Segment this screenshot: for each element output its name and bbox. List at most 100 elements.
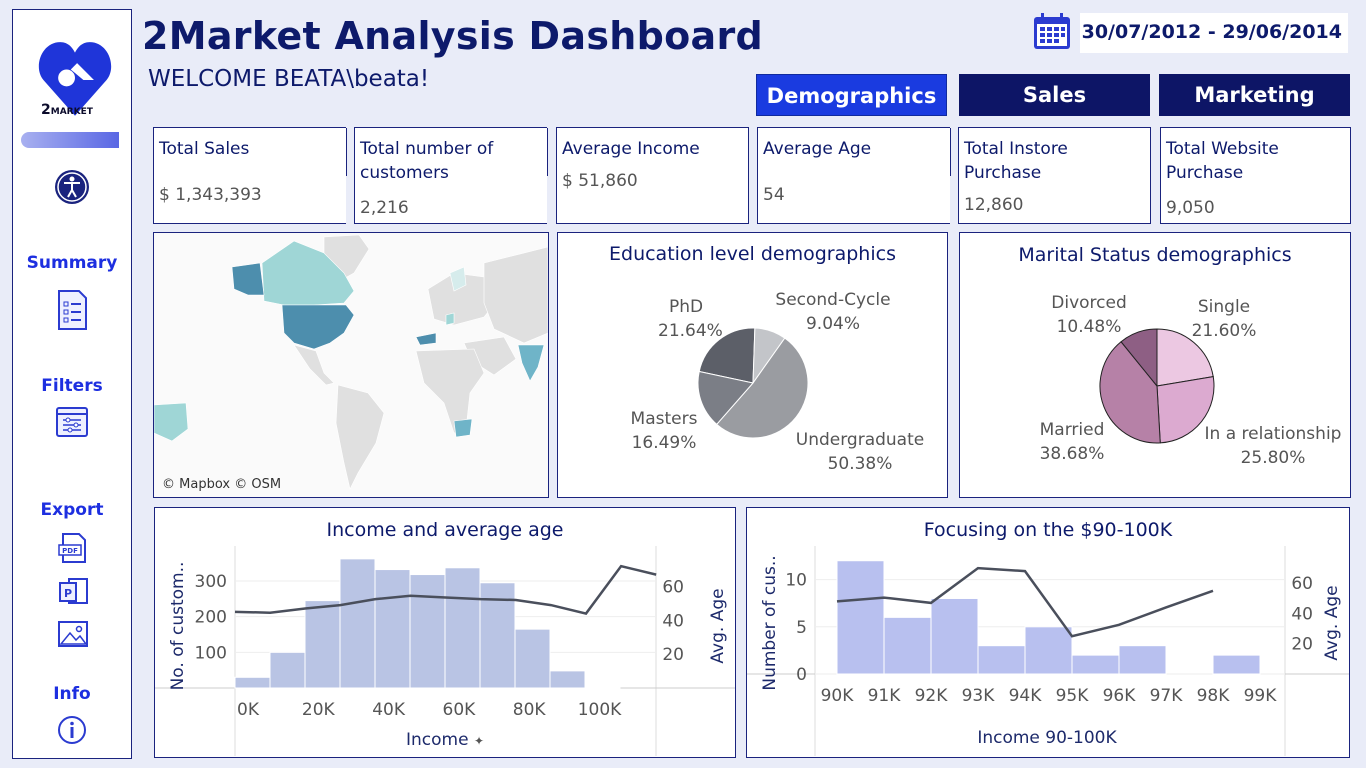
pie-label-masters: Masters 16.49%: [630, 409, 698, 453]
x-tick-label: 60K: [443, 700, 477, 720]
histogram-bar: [514, 628, 551, 689]
kpi-label: Average Income: [562, 139, 700, 159]
y-tick-label: 300: [195, 572, 227, 592]
page-title: 2Market Analysis Dashboard: [142, 14, 763, 58]
pie-slice-divorced: [1120, 328, 1158, 388]
avg-age-line: [234, 564, 657, 615]
pie-label-relationship: In a relationship 25.80%: [1204, 424, 1342, 468]
kpi-value: 2,216: [360, 198, 409, 218]
kpi-label: Total Instore Purchase: [964, 139, 1068, 183]
histogram-bar: [930, 597, 979, 675]
pie-slice-in-a-relationship: [1156, 376, 1215, 444]
income-histogram-panel: Income and average age 100 200 300 20 40 60 0K…: [154, 507, 736, 758]
tab-marketing[interactable]: Marketing: [1159, 74, 1350, 116]
sidebar-item-filters[interactable]: Filters: [41, 376, 103, 396]
marital-pie-title: Marital Status demographics: [1018, 244, 1292, 266]
logo-icon: [38, 42, 112, 116]
map-region-india[interactable]: [517, 344, 545, 382]
kpi-value: $ 1,343,393: [159, 185, 262, 205]
kpi-average-age: Average Age 54: [757, 127, 951, 224]
histogram-bar: [549, 670, 586, 689]
map-region-spain[interactable]: [415, 332, 437, 346]
world-map[interactable]: © Mapbox © OSM: [153, 232, 549, 498]
kpi-total-sales: Total Sales $ 1,343,393: [153, 127, 347, 224]
x-tick-label: 40K: [372, 700, 406, 720]
kpi-label: Average Age: [763, 139, 872, 159]
kpi-total-customers: Total number of customers 2,216: [354, 127, 548, 224]
sidebar-item-info[interactable]: Info: [53, 684, 91, 704]
education-pie-title: Education level demographics: [609, 243, 896, 265]
marital-pie-panel: Marital Status demographics Single 21.60%…: [959, 232, 1351, 498]
kpi-value: 54: [763, 185, 785, 205]
map-region-south-africa[interactable]: [453, 418, 473, 438]
map-region-usa[interactable]: [281, 304, 355, 350]
avg-age-line: [836, 566, 1214, 638]
histogram-bar: [836, 560, 885, 675]
education-pie-chart: [697, 327, 809, 439]
income-90-100k-title: Focusing on the $90-100K: [923, 519, 1173, 541]
sidebar-item-export[interactable]: Export: [40, 500, 104, 520]
pie-label-divorced: Divorced 10.48%: [1051, 293, 1127, 337]
kpi-label: Total Website Purchase: [1166, 139, 1279, 183]
histogram-bar: [269, 651, 306, 689]
powerpoint-icon[interactable]: P: [57, 576, 89, 608]
pie-label-second-cycle: Second-Cycle 9.04%: [775, 290, 891, 334]
date-range-display[interactable]: 30/07/2012 - 29/06/2014: [1080, 13, 1348, 53]
histogram-bar: [1212, 654, 1261, 675]
x-tick-label: 98K: [1197, 686, 1231, 706]
tab-sales[interactable]: Sales: [959, 74, 1150, 116]
svg-text:P: P: [64, 587, 72, 600]
document-icon[interactable]: [53, 288, 91, 332]
sliders-icon[interactable]: [55, 406, 89, 438]
histogram-bar: [339, 558, 376, 689]
histogram-bar: [374, 569, 411, 689]
map-region-australia[interactable]: [153, 402, 189, 442]
histogram-bar: [1071, 654, 1120, 675]
map-region-alaska[interactable]: [231, 262, 265, 296]
x-tick-label: 94K: [1009, 686, 1043, 706]
pie-label-single: Single 21.60%: [1191, 297, 1257, 341]
image-icon[interactable]: [57, 618, 89, 650]
y2-axis-title: Avg. Age: [1322, 585, 1342, 660]
tab-demographics[interactable]: Demographics: [756, 74, 947, 116]
map-region-canada[interactable]: [261, 240, 355, 306]
welcome-text: WELCOME BEATA\beata!: [148, 66, 430, 92]
x-tick-label: 97K: [1150, 686, 1184, 706]
histogram-bar: [1024, 626, 1073, 675]
map-region-sweden[interactable]: [449, 266, 467, 292]
info-icon[interactable]: [56, 714, 88, 746]
world-map-svg: [153, 233, 549, 497]
y-tick-label: 200: [195, 608, 227, 628]
kpi-value: 12,860: [964, 195, 1024, 215]
x-tick-label: 99K: [1244, 686, 1278, 706]
kpi-value: 9,050: [1166, 198, 1215, 218]
income-histogram-chart: 100 200 300 20 40 60 0K 20K 40K 60K 80K 100K No. of …: [155, 546, 735, 756]
sidebar-item-summary[interactable]: Summary: [26, 253, 118, 273]
pie-slice-masters: [697, 370, 754, 426]
x-tick-label: 91K: [868, 686, 902, 706]
pie-label-married: Married 38.68%: [1039, 420, 1105, 464]
calendar-icon[interactable]: [1032, 11, 1072, 51]
x-tick-label: 90K: [821, 686, 855, 706]
kpi-instore-purchase: Total Instore Purchase 12,860: [958, 127, 1151, 224]
pdf-icon[interactable]: PDF: [57, 532, 89, 564]
x-tick-label: 93K: [962, 686, 996, 706]
y-axis-title: No. of custom..: [168, 562, 188, 691]
pie-slice-married: [1099, 341, 1161, 444]
y2-tick-label: 40: [1291, 604, 1313, 624]
marital-pie-chart: [1099, 328, 1215, 444]
y-axis-title: Number of cus..: [760, 555, 780, 690]
accessibility-icon[interactable]: [53, 168, 91, 206]
map-region-germany[interactable]: [445, 312, 455, 326]
x-tick-label: 0K: [237, 700, 260, 720]
logo-bar: [21, 132, 119, 148]
y-tick-label: 5: [796, 618, 807, 638]
histogram-bar: [584, 686, 621, 689]
map-region: [293, 344, 335, 386]
x-tick-label: 92K: [915, 686, 949, 706]
histogram-bar: [234, 676, 271, 689]
y-tick-label: 100: [195, 643, 227, 663]
y2-axis-title: Avg. Age: [708, 588, 728, 663]
y-tick-label: 0: [796, 665, 807, 685]
histogram-bar: [977, 645, 1026, 675]
